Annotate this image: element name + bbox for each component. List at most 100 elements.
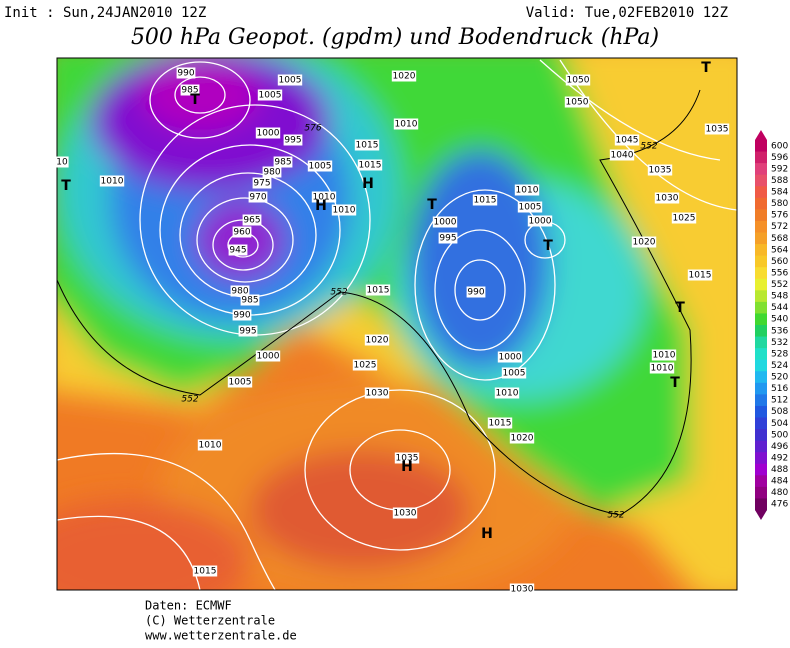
isobar-label-bg [494, 387, 520, 399]
isobar-label-bg [180, 84, 200, 96]
colorbar-label: 508 [771, 407, 788, 417]
isobar-label-bg [262, 166, 282, 178]
isobar-label-bg [307, 160, 333, 172]
isobar-label-bg [432, 216, 458, 228]
isobar-label-bg [487, 417, 513, 429]
isobar-label-bg [238, 325, 258, 337]
colorbar-swatch [755, 394, 767, 407]
isobar-label-bg [240, 294, 260, 306]
isobar-label: 1000 [499, 353, 522, 363]
colorbar-label: 600 [771, 141, 788, 151]
geopotential-label: 552 [607, 511, 624, 521]
geopotential-label: 552 [640, 142, 657, 152]
colorbar-swatch [755, 220, 767, 233]
isobar-label: 1035 [706, 125, 729, 135]
pressure-center: T [675, 300, 685, 316]
isobar-label: 1035 [649, 166, 672, 176]
pressure-center: T [190, 92, 200, 108]
colorbar-swatch [755, 186, 767, 199]
isobar-label-bg [517, 201, 543, 213]
isobar-label: 1010 [333, 206, 356, 216]
colorbar-label: 524 [771, 361, 788, 371]
isobar-label-bg [311, 191, 337, 203]
colorbar-swatch [755, 255, 767, 268]
isobar-label: 1030 [394, 509, 417, 519]
isobar-label: 1040 [611, 151, 634, 161]
isobar-label: 1000 [257, 352, 280, 362]
colorbar-label: 548 [771, 292, 788, 302]
colorbar-label: 588 [771, 176, 788, 186]
isobar-label-bg [257, 89, 283, 101]
isobar-label: 1005 [259, 91, 282, 101]
colorbar-swatch [755, 498, 767, 511]
colorbar-swatch [755, 371, 767, 384]
colorbar-label: 528 [771, 349, 788, 359]
colorbar-label: 492 [771, 453, 788, 463]
isobar-label-bg [609, 149, 635, 161]
isobar-label-bg [438, 232, 458, 244]
isobar-label-bg [704, 123, 730, 135]
isobar-label: 1020 [366, 336, 389, 346]
pressure-center: H [401, 459, 413, 475]
isobar-label: 1020 [511, 434, 534, 444]
colorbar-label: 500 [771, 430, 788, 440]
isobar-label-bg [192, 565, 218, 577]
geopotential-lines [57, 89, 701, 516]
colorbar-label: 516 [771, 384, 788, 394]
colorbar-swatch [755, 163, 767, 176]
isobar-label: 995 [439, 234, 456, 244]
colorbar-swatch [755, 290, 767, 303]
valid-time: Valid: Tue,02FEB2010 12Z [526, 5, 728, 21]
colorbar-cap-top [755, 130, 767, 140]
map-frame [56, 57, 738, 591]
colorbar-label: 568 [771, 234, 788, 244]
isobar-label: 945 [229, 246, 246, 256]
colorbar-swatch [755, 429, 767, 442]
isobar-label-bg [509, 583, 535, 595]
colorbar-label: 504 [771, 419, 788, 429]
isobar-label-bg [497, 351, 523, 363]
isobar-label-bg [99, 175, 125, 187]
colorbar-swatch [755, 174, 767, 187]
isobar-label-bg [331, 204, 357, 216]
isobar-label-bg [176, 67, 196, 79]
colorbar-label: 532 [771, 338, 788, 348]
isobar-label-bg [365, 284, 391, 296]
isobar-label: 980 [231, 287, 248, 297]
isobar-label-bg [651, 349, 677, 361]
isobar-label-bg [228, 244, 248, 256]
isobar-label: 1010 [516, 186, 539, 196]
colorbar-swatch [755, 336, 767, 349]
colorbar-swatch [755, 382, 767, 395]
geopotential-label: 576 [304, 124, 321, 134]
colorbar-swatch [755, 348, 767, 361]
isobar-label-bg [352, 359, 378, 371]
isobar-label-bg [255, 350, 281, 362]
isobar-label: 965 [243, 216, 260, 226]
isobar-label: 1025 [673, 214, 696, 224]
isobar-label: 1015 [367, 286, 390, 296]
isobar-label: 970 [249, 193, 266, 203]
colorbar-swatch [755, 140, 767, 153]
colorbar-swatch [755, 267, 767, 280]
isobar-label: 985 [274, 158, 291, 168]
isobar-label: 985 [241, 296, 258, 306]
colorbar-swatch [755, 452, 767, 465]
colorbar-label: 592 [771, 164, 788, 174]
footer-line: www.wetterzentrale.de [145, 629, 297, 643]
isobar-label: 1010 [313, 193, 336, 203]
colorbar-label: 580 [771, 199, 788, 209]
colorbar-swatch [755, 486, 767, 499]
isobar-label-bg [248, 191, 268, 203]
isobar-label: 1010 [496, 389, 519, 399]
isobar-label-bg [277, 74, 303, 86]
isobar-label-bg [232, 309, 252, 321]
isobar-label: 1010 [651, 364, 674, 374]
isobar-label: 1005 [309, 162, 332, 172]
colorbar-label: 536 [771, 326, 788, 336]
colorbar-label: 564 [771, 245, 788, 255]
pressure-center: T [61, 178, 71, 194]
isobar-label: 975 [253, 179, 270, 189]
isobar-label-bg [230, 285, 250, 297]
colorbar-label: 512 [771, 396, 788, 406]
